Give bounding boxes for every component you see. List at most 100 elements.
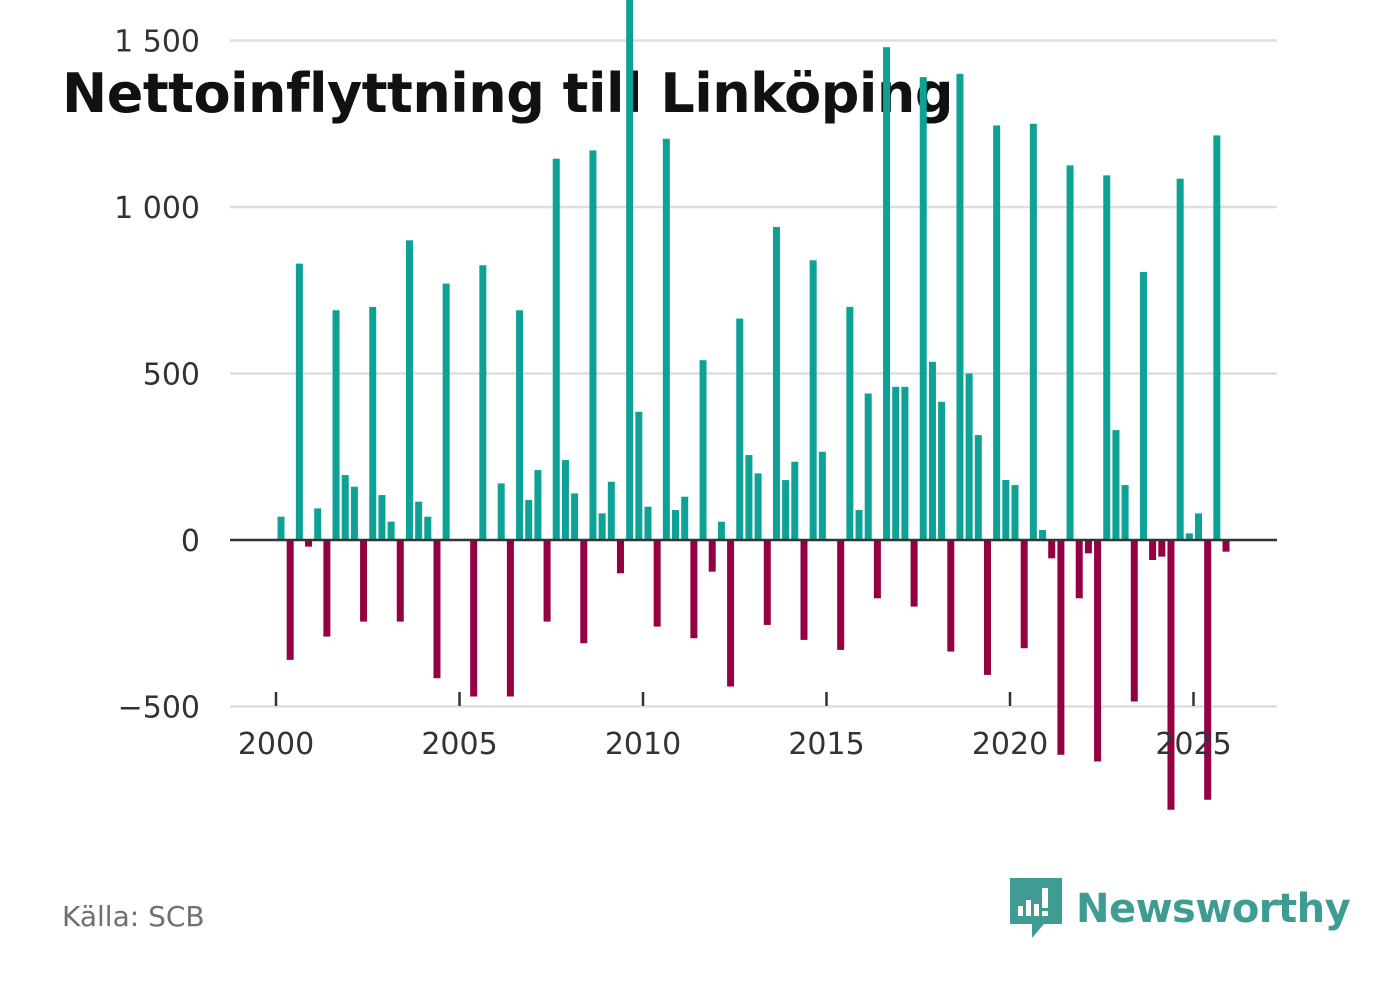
bar-negative: [800, 540, 808, 640]
y-tick-label: 1 000: [114, 191, 200, 226]
bar-positive: [607, 481, 615, 541]
bar-positive: [387, 521, 395, 540]
bar-negative: [1204, 540, 1212, 800]
bar-positive: [864, 393, 872, 540]
bar-positive: [1011, 485, 1019, 541]
y-tick-label: 0: [181, 524, 200, 559]
bar-positive: [415, 501, 423, 540]
x-axis-ticks: 2000 2005 2010 2015 2020 2025: [238, 692, 1232, 762]
bar-positive: [662, 138, 670, 541]
bar-negative: [837, 540, 845, 650]
bar-positive: [956, 73, 964, 541]
bar-positive: [1176, 178, 1184, 540]
bar-negative: [1149, 540, 1157, 560]
bar-positive: [699, 360, 707, 540]
x-tick-label: 2010: [605, 727, 681, 762]
bar-negative: [396, 540, 404, 622]
bar-negative: [763, 540, 771, 625]
bar-positive: [1029, 123, 1037, 540]
x-tick-label: 2005: [421, 727, 497, 762]
bar-negative: [1158, 540, 1166, 557]
bar-negative: [653, 540, 661, 627]
bar-negative: [580, 540, 588, 644]
bar-positive: [782, 480, 790, 540]
bar-positive: [1002, 480, 1010, 540]
bar-negative: [323, 540, 331, 637]
bar-positive: [295, 263, 303, 540]
brand-name: Newsworthy: [1076, 886, 1351, 932]
y-tick-label: 500: [143, 358, 200, 393]
bar-positive: [598, 513, 606, 540]
bar-positive: [754, 473, 762, 540]
bar-negative: [1130, 540, 1138, 702]
bar-positive: [369, 306, 377, 540]
bar-positive: [277, 516, 285, 540]
bar-positive: [442, 283, 450, 540]
bar-positive: [681, 496, 689, 540]
bar-positive: [965, 373, 973, 540]
bar-positive: [717, 521, 725, 540]
bar-positive: [672, 510, 680, 540]
bar-positive: [901, 386, 909, 540]
bar-positive: [635, 411, 643, 540]
bar-negative: [543, 540, 551, 622]
bar-positive: [589, 150, 597, 540]
bar-positive: [993, 125, 1001, 540]
bar-negative: [360, 540, 368, 622]
x-tick-label: 2015: [788, 727, 864, 762]
bar-negative: [470, 540, 478, 697]
bar-positive: [736, 318, 744, 540]
bar-negative: [286, 540, 294, 660]
bar-positive: [378, 495, 386, 541]
bar-negative: [727, 540, 735, 687]
bar-positive: [809, 260, 817, 540]
bar-positive: [552, 158, 560, 540]
bar-positive: [772, 226, 780, 541]
bar-positive: [405, 240, 413, 541]
bar-positive: [561, 460, 569, 540]
bar-positive: [855, 510, 863, 540]
bar-negative: [1048, 540, 1056, 559]
x-tick-label: 2000: [238, 727, 314, 762]
bar-negative: [910, 540, 918, 607]
bar-positive: [516, 310, 524, 540]
bar-negative: [947, 540, 955, 652]
bar-positive: [314, 508, 322, 541]
bar-positive: [818, 451, 826, 540]
bar-positive: [350, 486, 358, 540]
bar-positive: [1185, 533, 1193, 540]
newsworthy-logo-icon: [1010, 878, 1062, 938]
bar-negative: [983, 540, 991, 675]
newsworthy-logo: Newsworthy: [1010, 878, 1351, 940]
bar-positive: [1112, 430, 1120, 540]
bar-negative: [1057, 540, 1065, 755]
bar-positive: [919, 77, 927, 540]
source-label: Källa: SCB: [62, 900, 205, 933]
bar-negative: [1222, 540, 1230, 552]
bar-negative: [506, 540, 514, 697]
x-tick-label: 2025: [1155, 727, 1231, 762]
bar-positive: [497, 483, 505, 540]
bar-positive: [928, 361, 936, 541]
bar-positive: [745, 455, 753, 540]
bar-positive: [332, 310, 340, 540]
chart-title: Nettoinflyttning till Linköping: [62, 62, 954, 125]
bar-positive: [938, 401, 946, 540]
bar-positive: [974, 435, 982, 541]
bar-positive: [571, 493, 579, 540]
bar-positive: [1121, 485, 1129, 541]
bar-positive: [1139, 271, 1147, 540]
bar-positive: [424, 516, 432, 540]
bar-negative: [616, 540, 624, 574]
bar-positive: [1195, 513, 1202, 540]
bar-positive: [644, 506, 652, 540]
gridlines: [230, 39, 1277, 708]
bar-negative: [690, 540, 698, 639]
bar-positive: [479, 265, 487, 540]
bar-negative: [305, 540, 313, 547]
bar-negative: [1167, 540, 1175, 810]
bar-positive: [892, 386, 900, 540]
bar-negative: [1084, 540, 1092, 554]
